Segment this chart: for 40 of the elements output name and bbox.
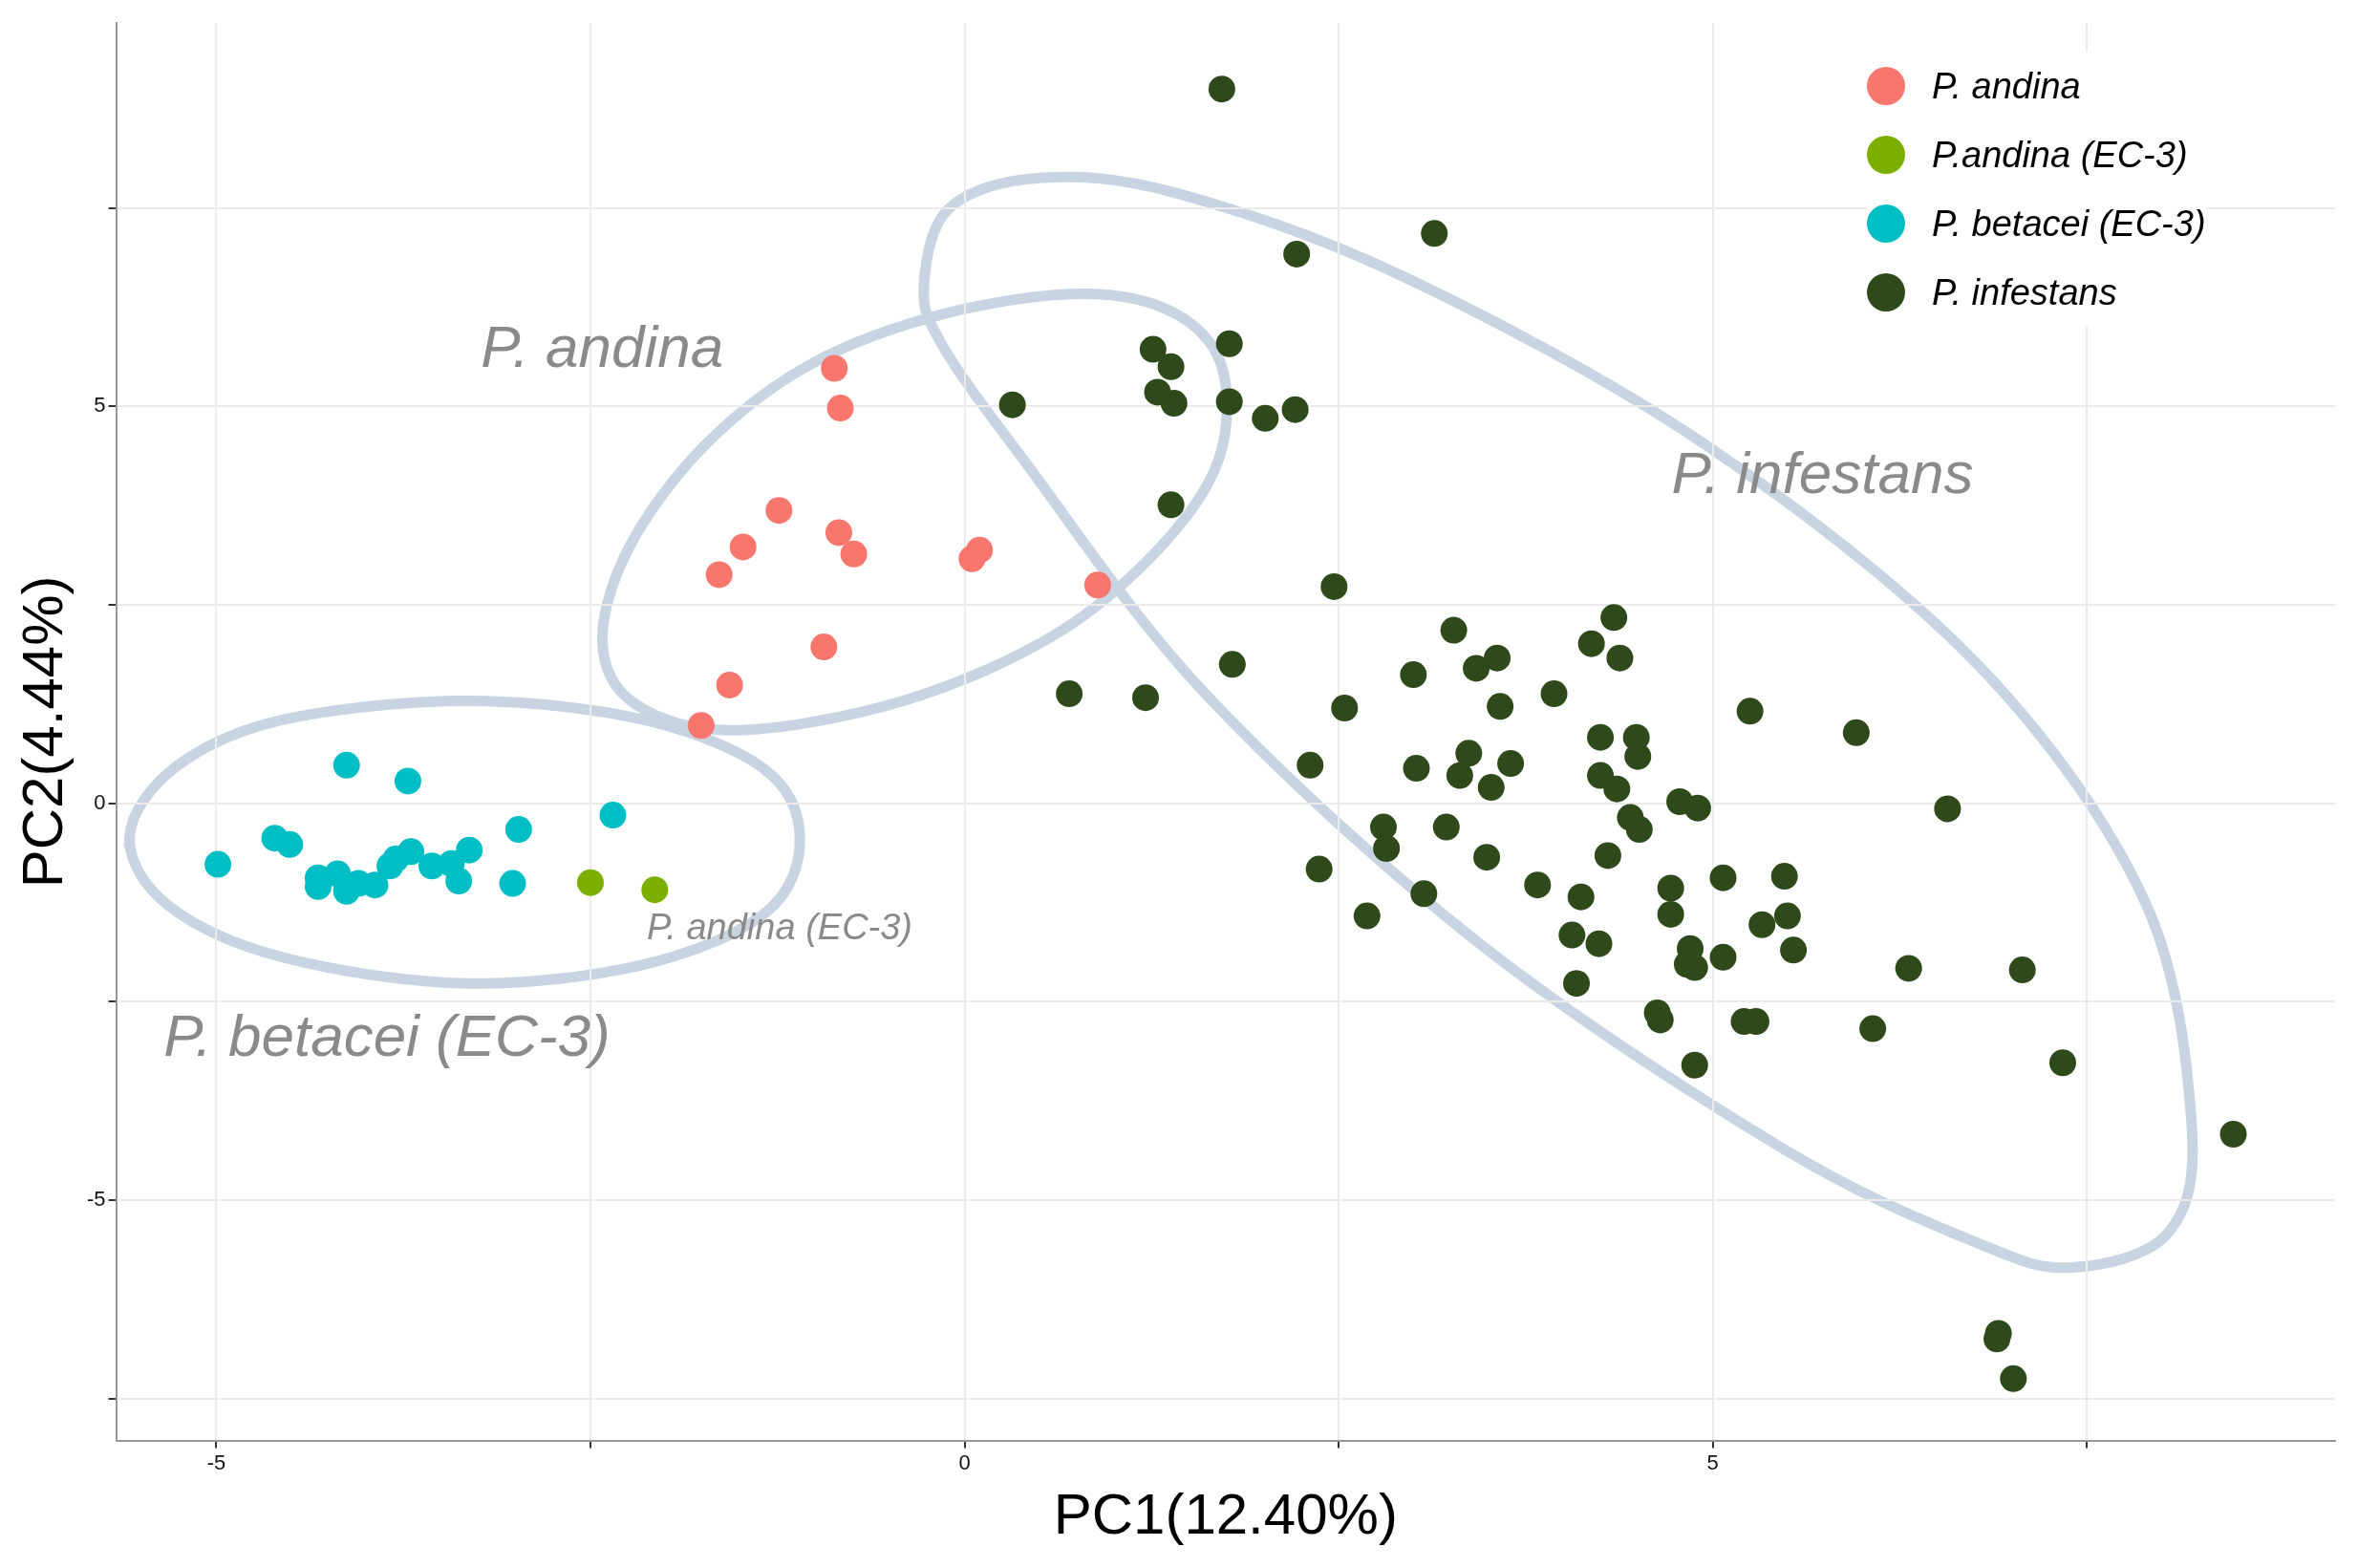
y-tick-label: -5 <box>87 1187 106 1211</box>
x-tick-label: -5 <box>206 1450 226 1474</box>
point <box>577 869 604 896</box>
point <box>204 850 232 878</box>
point <box>332 751 360 779</box>
x-tick-label: 0 <box>958 1450 971 1474</box>
point <box>687 712 715 740</box>
point <box>456 836 483 864</box>
annotation: P. andina <box>481 313 724 380</box>
point <box>765 497 793 525</box>
point <box>729 533 757 561</box>
y-tick-label: 0 <box>94 789 106 814</box>
point <box>821 354 848 382</box>
point <box>276 830 304 858</box>
legend-label: P. infestans <box>1932 271 2117 313</box>
x-axis-title: PC1(12.40%) <box>1053 1481 1398 1546</box>
point <box>705 561 733 589</box>
y-axis-title: PC2(4.44%) <box>10 575 75 889</box>
point <box>599 802 627 829</box>
x-tick-label: 5 <box>1706 1450 1719 1474</box>
point <box>394 767 421 795</box>
legend-label: P.andina (EC-3) <box>1932 134 2188 176</box>
point <box>641 876 669 904</box>
point <box>504 816 532 844</box>
point <box>1083 571 1111 599</box>
point <box>445 868 473 895</box>
point <box>499 870 526 897</box>
annotation: P. andina (EC-3) <box>646 906 913 947</box>
annotation: P. infestans <box>1671 440 1974 506</box>
point <box>826 395 854 422</box>
point <box>966 536 994 564</box>
point <box>825 519 852 547</box>
point <box>716 671 743 698</box>
legend-label: P. betacei (EC-3) <box>1932 203 2206 245</box>
point <box>840 540 868 568</box>
point <box>810 634 838 661</box>
y-tick-label: 5 <box>94 393 106 418</box>
annotation: P. betacei (EC-3) <box>163 1002 611 1069</box>
legend-label: P. andina <box>1932 65 2081 107</box>
point <box>382 845 410 872</box>
